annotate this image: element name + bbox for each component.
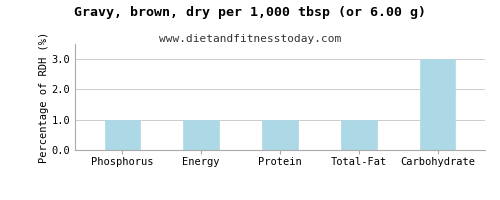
Text: Gravy, brown, dry per 1,000 tbsp (or 6.00 g): Gravy, brown, dry per 1,000 tbsp (or 6.0… <box>74 6 426 19</box>
Bar <box>104 120 140 150</box>
Bar <box>420 59 456 150</box>
Text: www.dietandfitnesstoday.com: www.dietandfitnesstoday.com <box>159 34 341 44</box>
Bar <box>341 120 376 150</box>
Y-axis label: Percentage of RDH (%): Percentage of RDH (%) <box>38 31 48 163</box>
Bar <box>262 120 298 150</box>
Bar <box>184 120 219 150</box>
